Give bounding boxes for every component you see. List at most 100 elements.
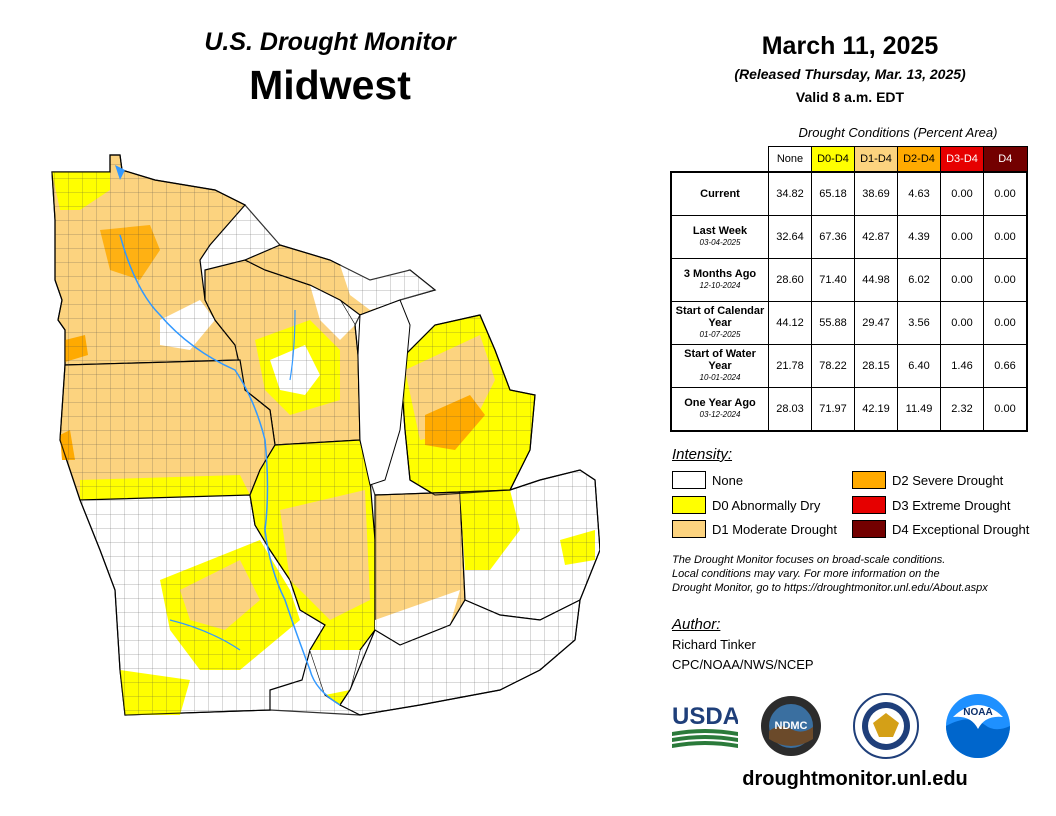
ndmc-logo-text: NDMC: [775, 720, 808, 732]
row-label: Last Week 03-04-2025: [670, 215, 769, 259]
legend-label: D1 Moderate Drought: [712, 521, 838, 537]
cell-value: 28.03: [768, 387, 812, 432]
cell-value: 4.63: [897, 171, 941, 216]
cell-value: 44.98: [854, 258, 898, 302]
table-row: Last Week 03-04-2025 32.64 67.36 42.87 4.…: [670, 215, 1028, 259]
row-label: Start of Water Year 10-01-2024: [670, 344, 769, 388]
col-header-d1-d4: D1-D4: [854, 146, 898, 173]
row-date: 03-04-2025: [699, 238, 741, 247]
legend-label: D2 Severe Drought: [892, 472, 1004, 488]
legend-swatch: [672, 471, 706, 489]
table-row: Start of Calendar Year 01-07-2025 44.12 5…: [670, 301, 1028, 345]
cell-value: 0.00: [983, 301, 1028, 345]
legend-swatch: [852, 471, 886, 489]
map-date: March 11, 2025: [761, 32, 939, 60]
noaa-logo-text: NOAA: [963, 707, 992, 718]
col-header-none: None: [768, 146, 812, 173]
cell-value: 0.00: [983, 258, 1028, 302]
table-row: Current 34.82 65.18 38.69 4.63 0.00 0.00: [670, 171, 1028, 216]
cell-value: 55.88: [811, 301, 855, 345]
col-header-d3-d4: D3-D4: [940, 146, 984, 173]
legend-title: Intensity:: [672, 446, 733, 463]
cell-value: 0.00: [983, 171, 1028, 216]
note-line: Drought Monitor, go to https://droughtmo…: [672, 582, 988, 594]
region-title: Midwest: [249, 62, 411, 108]
cell-value: 28.60: [768, 258, 812, 302]
note-line: Local conditions may vary. For more info…: [672, 568, 940, 580]
cell-value: 6.02: [897, 258, 941, 302]
cell-value: 0.00: [940, 215, 984, 259]
table-row: One Year Ago 03-12-2024 28.03 71.97 42.19…: [670, 387, 1028, 432]
legend-item-d3: D3 Extreme Drought: [852, 496, 1011, 514]
row-label: Start of Calendar Year 01-07-2025: [670, 301, 769, 345]
disclaimer-note: The Drought Monitor focuses on broad-sca…: [672, 553, 1042, 595]
cell-value: 67.36: [811, 215, 855, 259]
row-label: 3 Months Ago 12-10-2024: [670, 258, 769, 302]
legend-label: D4 Exceptional Drought: [892, 521, 1030, 537]
valid-time: Valid 8 a.m. EDT: [795, 89, 905, 105]
map-title: U.S. Drought Monitor: [204, 28, 456, 56]
cell-value: 42.87: [854, 215, 898, 259]
cell-value: 4.39: [897, 215, 941, 259]
legend-item-d4: D4 Exceptional Drought: [852, 520, 1029, 538]
author-org: CPC/NOAA/NWS/NCEP: [672, 657, 814, 672]
row-date: 12-10-2024: [699, 281, 741, 290]
author-heading: Author:: [672, 616, 721, 633]
river: [119, 234, 341, 706]
cell-value: 38.69: [854, 171, 898, 216]
usda-logo-text: USDA: [672, 703, 738, 730]
legend-swatch: [852, 520, 886, 538]
noaa-logo: NOAA: [946, 694, 1010, 758]
cell-value: 32.64: [768, 215, 812, 259]
author-name: Richard Tinker: [672, 637, 756, 652]
col-header-d4: D4: [983, 146, 1028, 173]
cell-value: 0.00: [940, 171, 984, 216]
col-header-d2-d4: D2-D4: [897, 146, 941, 173]
cell-value: 44.12: [768, 301, 812, 345]
cell-value: 0.00: [983, 215, 1028, 259]
legend-label: None: [712, 472, 744, 488]
legend-swatch: [852, 496, 886, 514]
doc-seal-logo: [853, 693, 919, 759]
table-row: Start of Water Year 10-01-2024 21.78 78.2…: [670, 344, 1028, 388]
cell-value: 0.66: [983, 344, 1028, 388]
cell-value: 0.00: [940, 258, 984, 302]
legend-swatch: [672, 520, 706, 538]
cell-value: 1.46: [940, 344, 984, 388]
cell-value: 11.49: [897, 387, 941, 432]
lake-michigan: [357, 299, 411, 486]
row-label: One Year Ago 03-12-2024: [670, 387, 769, 432]
cell-value: 0.00: [983, 387, 1028, 432]
cell-value: 6.40: [897, 344, 941, 388]
drought-map: [51, 154, 600, 716]
cell-value: 21.78: [768, 344, 812, 388]
table-corner: [671, 146, 769, 173]
legend-label: D3 Extreme Drought: [892, 497, 1011, 513]
website-url[interactable]: droughtmonitor.unl.edu: [742, 768, 968, 790]
ndmc-logo: NDMC: [761, 696, 821, 756]
legend-item-d1: D1 Moderate Drought: [672, 520, 837, 538]
table-title: Drought Conditions (Percent Area): [798, 125, 998, 140]
usda-logo: USDA: [672, 703, 738, 748]
cell-value: 42.19: [854, 387, 898, 432]
table-row: 3 Months Ago 12-10-2024 28.60 71.40 44.98…: [670, 258, 1028, 302]
legend-swatch: [672, 496, 706, 514]
legend-item-d0: D0 Abnormally Dry: [672, 496, 820, 514]
legend-item-none: None: [672, 471, 743, 489]
cell-value: 3.56: [897, 301, 941, 345]
cell-value: 78.22: [811, 344, 855, 388]
legend-label: D0 Abnormally Dry: [712, 497, 821, 513]
row-date: 03-12-2024: [699, 410, 741, 419]
cell-value: 0.00: [940, 301, 984, 345]
cell-value: 71.97: [811, 387, 855, 432]
cell-value: 28.15: [854, 344, 898, 388]
cell-value: 65.18: [811, 171, 855, 216]
row-date: 01-07-2025: [699, 330, 741, 339]
drought-stats-table: None D0-D4 D1-D4 D2-D4 D3-D4 D4 Current …: [670, 146, 1028, 432]
release-date: (Released Thursday, Mar. 13, 2025): [734, 66, 966, 82]
note-line: The Drought Monitor focuses on broad-sca…: [672, 554, 946, 566]
cell-value: 29.47: [854, 301, 898, 345]
row-label: Current: [670, 171, 769, 216]
table-header-row: None D0-D4 D1-D4 D2-D4 D3-D4 D4: [671, 146, 1028, 173]
cell-value: 34.82: [768, 171, 812, 216]
